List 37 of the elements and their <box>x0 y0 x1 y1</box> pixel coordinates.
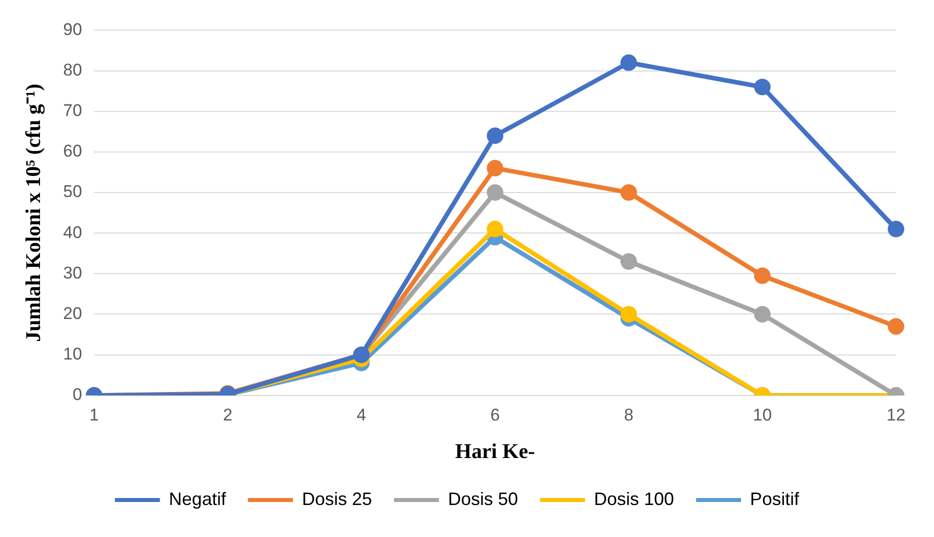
point <box>620 184 637 201</box>
point <box>620 54 637 71</box>
y-tick-label: 90 <box>63 20 82 39</box>
y-tick-label: 30 <box>63 263 82 282</box>
point <box>486 160 504 176</box>
legend-label: Positif <box>750 488 800 509</box>
x-tick-label: 8 <box>624 405 634 424</box>
y-tick-label: 60 <box>63 142 82 161</box>
point <box>754 78 771 96</box>
y-axis-title: Jumlah Koloni x 10⁵ (cfu g⁻¹) <box>21 84 46 342</box>
legend-label: Dosis 25 <box>302 488 372 509</box>
legend-label: Negatif <box>168 488 227 509</box>
point <box>486 184 504 201</box>
point <box>486 220 504 238</box>
point <box>888 220 904 238</box>
point <box>620 253 637 270</box>
x-tick-label: 1 <box>89 405 99 424</box>
x-tick-label: 12 <box>886 405 906 424</box>
point <box>486 127 504 144</box>
x-tick-label: 2 <box>223 405 232 424</box>
point <box>620 306 637 322</box>
y-tick-label: 50 <box>63 182 82 202</box>
y-tick-label: 0 <box>72 385 82 404</box>
y-tick-label: 10 <box>63 344 82 364</box>
x-tick-label: 6 <box>490 405 500 424</box>
y-tick-label: 20 <box>63 304 82 323</box>
y-tick-label: 80 <box>63 60 82 80</box>
point <box>888 318 904 335</box>
x-axis-title: Hari Ke- <box>455 438 536 463</box>
x-tick-label: 10 <box>752 405 772 424</box>
legend-label: Dosis 50 <box>448 488 518 509</box>
point <box>754 306 771 322</box>
y-tick-label: 70 <box>63 101 82 120</box>
y-tick-label: 40 <box>63 222 82 242</box>
point <box>754 267 771 284</box>
x-tick-label: 4 <box>356 405 366 424</box>
legend-label: Dosis 100 <box>594 488 674 509</box>
